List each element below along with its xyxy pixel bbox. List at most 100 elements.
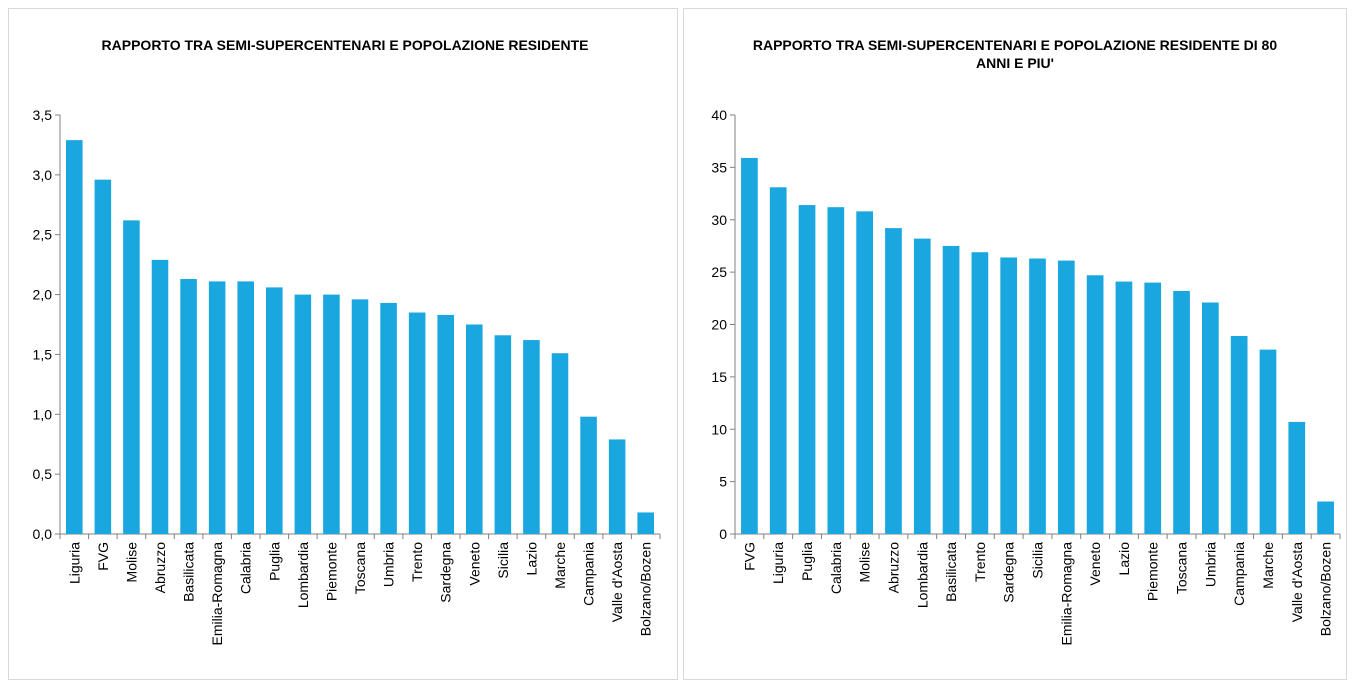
y-tick-label: 35 (711, 159, 727, 175)
x-tick-label: Trento (409, 542, 425, 582)
bar (608, 439, 626, 534)
x-tick-label: Piemonte (1145, 542, 1161, 601)
x-tick-label: Sicilia (1030, 542, 1046, 579)
x-tick-label: Molise (857, 542, 873, 583)
bar (637, 512, 654, 534)
x-tick-label: Basilicata (943, 542, 959, 602)
bar (266, 287, 283, 534)
bar (798, 205, 816, 534)
x-tick-label: Umbria (1202, 542, 1218, 587)
y-tick-label: 1,5 (33, 346, 53, 362)
x-tick-label: Veneto (466, 542, 482, 586)
bar (408, 312, 426, 534)
bar (323, 294, 340, 534)
x-tick-label: Abruzzo (152, 542, 168, 594)
x-tick-label: Piemonte (323, 542, 339, 601)
x-tick-label: Toscana (352, 542, 368, 594)
x-tick-label: Bolzano/Bozen (638, 542, 654, 636)
y-tick-label: 3,0 (33, 167, 53, 183)
bar (1000, 257, 1018, 534)
bar (827, 207, 845, 534)
y-tick-label: 3,5 (33, 107, 53, 123)
x-tick-label: Molise (123, 542, 139, 583)
bar (1086, 275, 1104, 534)
x-tick-label: Basilicata (181, 542, 197, 602)
x-tick-label: Bolzano/Bozen (1318, 542, 1334, 636)
bar (971, 252, 989, 534)
bar (942, 245, 960, 534)
y-tick-label: 0 (719, 526, 727, 542)
bar (1057, 260, 1075, 534)
bar (1230, 336, 1248, 534)
x-tick-label: Sardegna (438, 542, 454, 603)
x-tick-label: Campania (1231, 542, 1247, 606)
bar (351, 299, 369, 534)
x-tick-label: Puglia (266, 542, 282, 581)
bar (1202, 302, 1219, 534)
x-tick-label: Campania (581, 542, 597, 606)
chart-panel (8, 8, 678, 680)
x-tick-label: Veneto (1087, 542, 1103, 586)
bar (856, 211, 873, 534)
x-tick-label: Lazio (523, 542, 539, 576)
x-tick-label: Calabria (828, 542, 844, 594)
bar (66, 140, 83, 534)
bar (294, 294, 312, 534)
y-tick-label: 0,0 (33, 526, 53, 542)
bar (580, 416, 597, 534)
x-tick-label: Sicilia (495, 542, 511, 579)
y-tick-label: 2,0 (33, 287, 53, 303)
y-tick-label: 20 (711, 317, 727, 333)
bar (1029, 258, 1046, 534)
x-tick-label: Emilia-Romagna (209, 542, 225, 646)
x-tick-label: Marche (552, 542, 568, 589)
x-tick-label: Valle d'Aosta (609, 542, 625, 622)
y-tick-label: 0,5 (33, 466, 53, 482)
x-tick-label: Liguria (770, 542, 786, 584)
x-tick-label: Valle d'Aosta (1289, 542, 1305, 622)
x-tick-label: Liguria (66, 542, 82, 584)
bar (123, 220, 140, 534)
y-tick-label: 2,5 (33, 227, 53, 243)
bar (769, 187, 787, 534)
x-tick-label: Sardegna (1001, 542, 1017, 603)
bar (208, 281, 226, 534)
bar (466, 324, 483, 534)
bar (885, 228, 902, 534)
chart-panel (683, 8, 1347, 680)
x-tick-label: Trento (972, 542, 988, 582)
x-tick-label: FVG (95, 542, 111, 571)
x-tick-label: Toscana (1174, 542, 1190, 594)
y-tick-label: 5 (719, 474, 727, 490)
x-tick-label: Emilia-Romagna (1058, 542, 1074, 646)
bar (1288, 421, 1306, 534)
bar (1115, 281, 1133, 534)
bar (1317, 501, 1334, 534)
y-tick-label: 15 (711, 369, 727, 385)
bar (1173, 290, 1190, 534)
chart-title: RAPPORTO TRA SEMI-SUPERCENTENARI E POPOL… (752, 37, 1278, 71)
x-tick-label: Calabria (238, 542, 254, 594)
x-tick-label: Marche (1260, 542, 1276, 589)
bar (380, 302, 397, 534)
x-tick-label: Umbria (381, 542, 397, 587)
y-tick-label: 25 (711, 264, 727, 280)
bar (237, 281, 254, 534)
x-tick-label: FVG (741, 542, 757, 571)
y-tick-label: 40 (711, 107, 727, 123)
bar (1259, 349, 1277, 534)
x-tick-label: Puglia (799, 542, 815, 581)
y-tick-label: 10 (711, 421, 727, 437)
bar (551, 353, 569, 534)
bar (94, 179, 112, 534)
bar (494, 335, 512, 534)
bar (180, 279, 197, 534)
x-tick-label: Lombardia (914, 542, 930, 608)
bar (1144, 282, 1162, 534)
bar (741, 157, 758, 534)
bar (523, 340, 540, 534)
chart-title: RAPPORTO TRA SEMI-SUPERCENTENARI E POPOL… (101, 37, 589, 53)
y-tick-label: 30 (711, 212, 727, 228)
